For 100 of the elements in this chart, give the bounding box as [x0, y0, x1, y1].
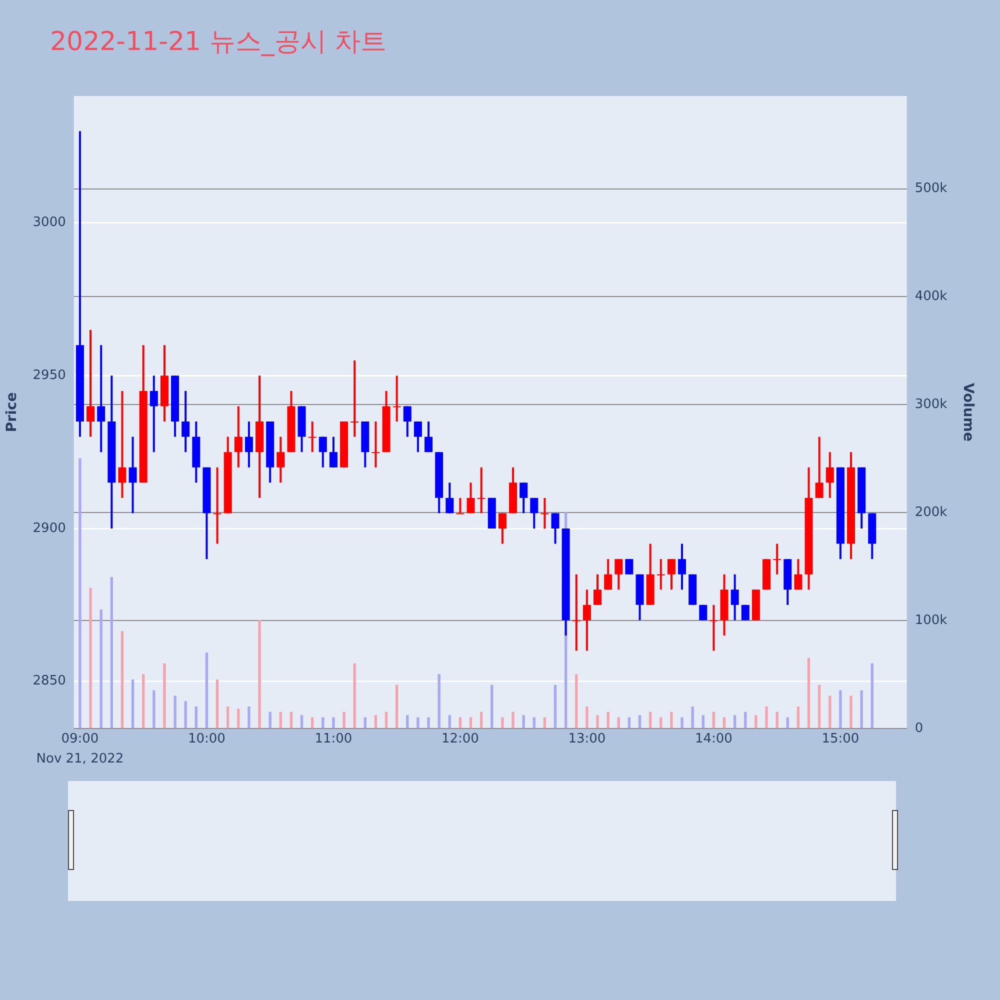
x-tick-label: 12:00 [441, 732, 479, 747]
candlestick [456, 496, 464, 514]
y2-tick-label: 500k [914, 181, 948, 196]
bar [290, 712, 293, 728]
bar [554, 684, 557, 728]
bar [438, 674, 440, 728]
bar [480, 712, 483, 728]
bar [448, 715, 451, 728]
bar [268, 712, 272, 728]
y2-tick-label: 0 [914, 720, 924, 736]
candlestick [350, 359, 359, 438]
bar [163, 663, 166, 728]
chart-title: 2022-11-21 뉴스_공시 차트 [50, 26, 387, 59]
candlestick [372, 420, 380, 468]
bar [427, 717, 430, 728]
candlestick [667, 558, 676, 591]
candlestick [414, 420, 422, 454]
x-tick-label: 15:00 [822, 732, 860, 747]
bar [870, 663, 874, 728]
candlestick [594, 573, 602, 606]
y2-tick-label: 100k [914, 612, 948, 628]
x-tick-label: 14:00 [694, 732, 732, 747]
candlestick [424, 420, 433, 454]
bar [142, 674, 145, 728]
bar [850, 696, 852, 728]
y-tick-label: 2850 [32, 674, 66, 689]
text: Nov 21, 2022 [36, 751, 124, 766]
bar [311, 717, 314, 728]
bar [691, 706, 694, 728]
bar [248, 706, 250, 728]
candlestick [498, 512, 506, 545]
candlestick [572, 573, 580, 652]
bar [406, 715, 409, 728]
bar [617, 717, 620, 728]
bar [300, 715, 304, 728]
y2-tick-label: 400k [914, 289, 948, 304]
y2-tick-label: 300k [914, 397, 948, 412]
bar [469, 717, 472, 728]
bar [660, 717, 662, 728]
bar [606, 712, 610, 728]
candlestick [551, 512, 560, 545]
bar [78, 458, 82, 728]
bar [860, 690, 863, 728]
candlestick [520, 482, 528, 514]
candlestick [118, 390, 126, 499]
x-tick-label: 13:00 [568, 732, 606, 747]
candlestick [128, 436, 137, 514]
bar [458, 717, 462, 728]
bar [638, 715, 642, 728]
bar [332, 717, 335, 728]
bar [522, 715, 525, 728]
bar [839, 690, 842, 728]
bar [89, 588, 92, 728]
bar [322, 717, 324, 728]
candlestick [730, 573, 739, 622]
bar [722, 717, 726, 728]
candlestick [604, 558, 612, 591]
bar [205, 652, 208, 728]
bar [237, 708, 240, 728]
bar [353, 663, 356, 728]
candlestick [530, 496, 538, 530]
candlestick [150, 374, 158, 454]
bar [216, 680, 219, 728]
bar [818, 684, 821, 728]
candlestick [815, 436, 824, 499]
bar [680, 717, 684, 728]
bar [342, 712, 346, 728]
candlestick [678, 542, 686, 591]
bar [226, 706, 230, 728]
bar [258, 620, 261, 728]
y2-axis-title: Volume [960, 382, 976, 442]
candlestick [446, 482, 454, 514]
candlestick [540, 496, 549, 530]
bar [131, 680, 134, 728]
candlestick [656, 558, 665, 591]
candlestick [794, 558, 802, 591]
bar [712, 712, 716, 728]
bar [490, 684, 494, 728]
bar [184, 701, 187, 728]
bar [702, 715, 704, 728]
candlestick [614, 558, 623, 591]
bar [364, 717, 366, 728]
bar [532, 717, 536, 728]
bar [100, 609, 102, 728]
bar [396, 684, 398, 728]
bar [796, 706, 800, 728]
bar [120, 630, 124, 728]
y-tick-label: 2900 [32, 520, 66, 536]
candlestick [182, 390, 190, 454]
bar [744, 712, 747, 728]
bar [807, 658, 810, 728]
bar [776, 712, 778, 728]
candlestick [477, 466, 486, 514]
candlestick [234, 405, 242, 468]
bar [501, 717, 504, 728]
y-tick-label: 2950 [32, 368, 66, 384]
bar [152, 690, 156, 728]
bar [374, 715, 378, 728]
bar [733, 715, 736, 728]
candlestick [276, 436, 285, 484]
